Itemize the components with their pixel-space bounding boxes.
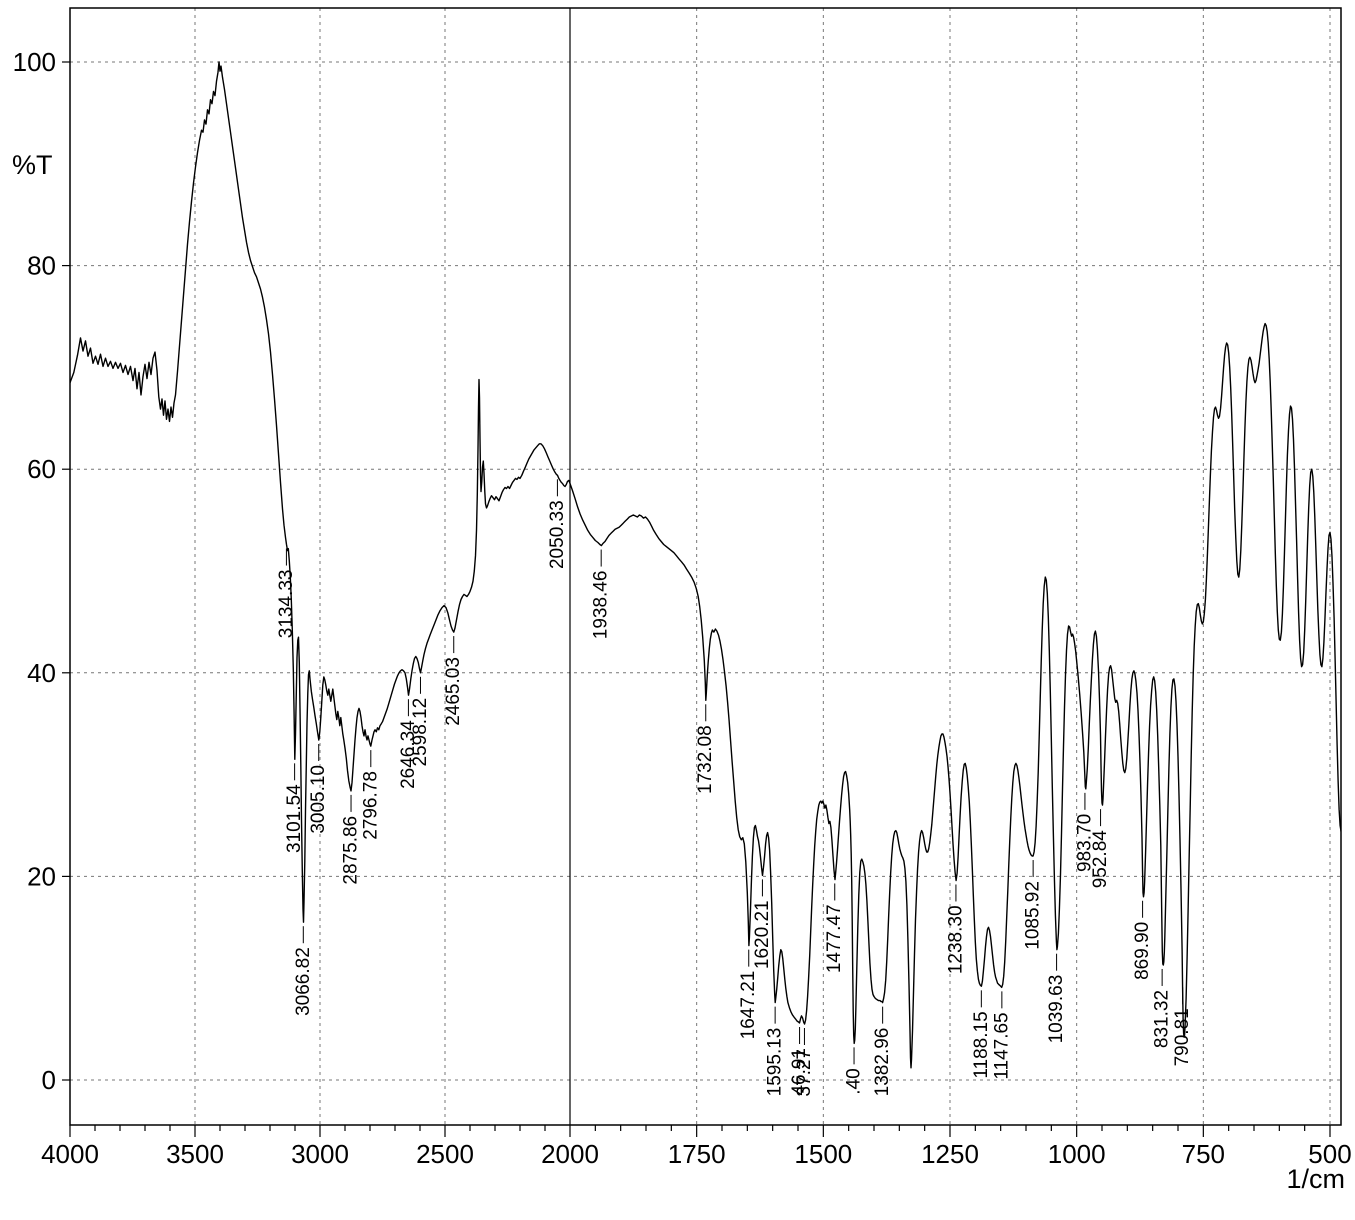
peak-label: 2598.12 <box>410 698 431 767</box>
x-tick-label: 4000 <box>41 1139 99 1169</box>
x-tick-label: 1500 <box>794 1139 852 1169</box>
x-tick-label: 1000 <box>1048 1139 1106 1169</box>
peak-label: 1732.08 <box>695 725 716 794</box>
x-tick-label: 1250 <box>921 1139 979 1169</box>
peak-label: 3134.33 <box>276 570 297 639</box>
x-tick-label: 500 <box>1308 1139 1351 1169</box>
peak-label: 2875.86 <box>341 816 362 885</box>
y-ticks <box>62 61 70 1081</box>
peak-label: 790.81 <box>1172 1008 1193 1066</box>
peak-label: 46.91 <box>789 1048 810 1096</box>
peak-label: 1647.21 <box>738 971 759 1040</box>
peak-label: 1477.47 <box>824 904 845 973</box>
peak-label: 1188.15 <box>971 1011 992 1078</box>
x-tick-label: 1750 <box>668 1139 726 1169</box>
y-tick-label: 60 <box>27 454 56 484</box>
spectrum-curve <box>70 61 1341 1069</box>
peak-label: 2796.78 <box>360 771 381 840</box>
peak-label: 2050.33 <box>547 500 568 569</box>
peak-label: 1382.96 <box>872 1028 893 1097</box>
x-ticks <box>69 1125 1331 1137</box>
peak-label: 3005.10 <box>308 765 329 834</box>
y-axis-title: %T <box>12 150 53 180</box>
gridlines <box>70 8 1341 1125</box>
peak-label: 1595.13 <box>765 1028 786 1097</box>
peak-label: 952.84 <box>1090 830 1111 889</box>
peak-label: 3066.82 <box>293 947 314 1016</box>
peak-label: 869.90 <box>1132 922 1153 980</box>
peak-label: 3101.54 <box>284 784 305 853</box>
peak-label: 37.27 <box>794 1049 815 1097</box>
x-tick-label: 2000 <box>541 1139 599 1169</box>
x-tick-label: 3000 <box>291 1139 349 1169</box>
peak-label: 983.70 <box>1074 814 1095 872</box>
y-tick-label: 40 <box>27 658 56 688</box>
peak-label: 1938.46 <box>591 571 612 640</box>
x-tick-label: 750 <box>1182 1139 1225 1169</box>
peak-label: 1085.92 <box>1023 881 1044 950</box>
x-axis-title: 1/cm <box>1286 1164 1345 1194</box>
x-tick-label: 2500 <box>416 1139 474 1169</box>
peak-label: 1039.63 <box>1046 975 1067 1044</box>
peak-label: 2646.34 <box>398 720 419 789</box>
y-tick-label: 0 <box>42 1065 56 1095</box>
peak-label: 831.32 <box>1152 990 1173 1048</box>
peak-label: .40 <box>844 1068 865 1094</box>
peak-label: 1147.65 <box>991 1012 1012 1079</box>
plot-frame <box>69 7 1342 1126</box>
y-tick-label: 100 <box>13 47 56 77</box>
peak-label: 2465.03 <box>443 657 464 726</box>
plot-area: 3134.33 3101.54 3066.82 3005.10 2875.862796.… <box>70 61 1341 1097</box>
peak-label: 1620.21 <box>752 900 773 969</box>
x-tick-label: 3500 <box>166 1139 224 1169</box>
peak-label: 1238.30 <box>945 905 966 974</box>
y-tick-label: 80 <box>27 251 56 281</box>
y-tick-label: 20 <box>27 861 56 891</box>
